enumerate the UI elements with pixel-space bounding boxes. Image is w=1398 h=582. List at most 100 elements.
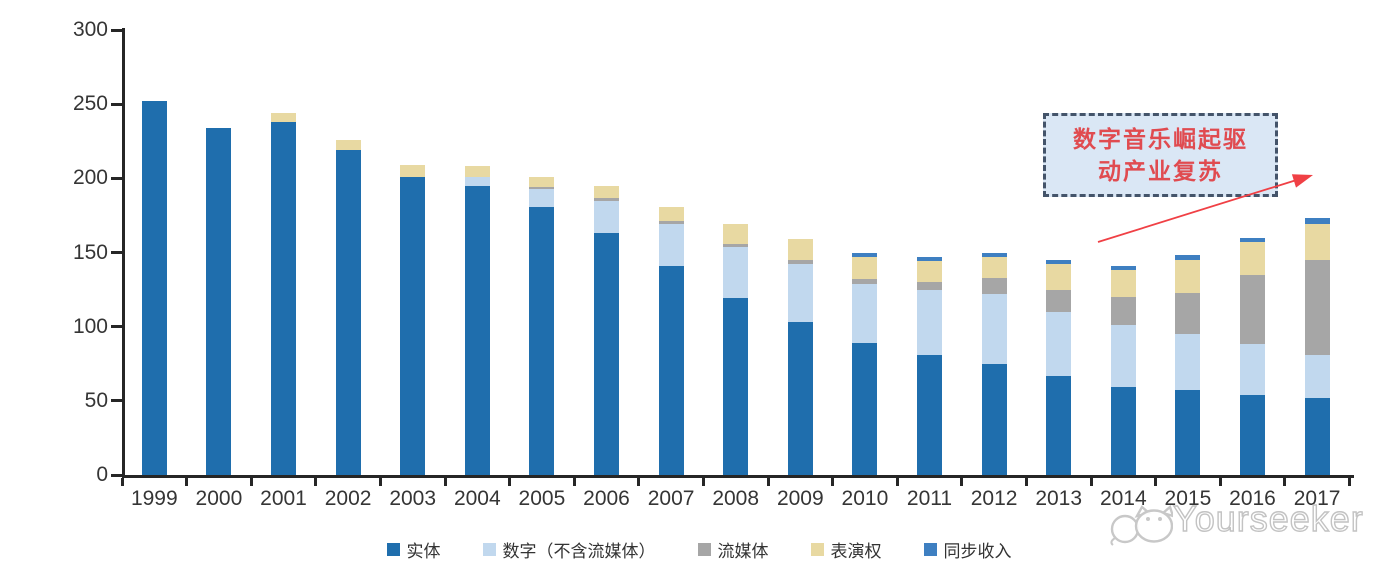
x-axis-label: 2001 bbox=[260, 487, 307, 510]
x-axis-tick bbox=[1154, 478, 1158, 486]
annotation-line-2: 动产业复苏 bbox=[1098, 158, 1223, 184]
bar-segment bbox=[787, 239, 813, 260]
bar-segment bbox=[1110, 387, 1136, 475]
x-axis-tick bbox=[831, 478, 835, 486]
bar-segment bbox=[723, 243, 749, 247]
x-axis-label: 2013 bbox=[1035, 487, 1083, 510]
x-axis-label: 2003 bbox=[389, 487, 437, 510]
bar-segment bbox=[917, 256, 942, 262]
watermark: Yourseeker bbox=[1095, 494, 1395, 549]
bar-segment bbox=[917, 289, 942, 355]
legend-swatch bbox=[810, 543, 824, 556]
bar-segment bbox=[335, 150, 361, 475]
x-axis-tick bbox=[895, 478, 899, 486]
bar-segment bbox=[1046, 264, 1072, 290]
bar-segment bbox=[852, 256, 878, 280]
bar-segment bbox=[464, 176, 490, 186]
bar-segment bbox=[787, 322, 813, 475]
bar-segment bbox=[1046, 259, 1072, 265]
bar-segment bbox=[1046, 375, 1072, 475]
x-axis-tick bbox=[443, 478, 447, 486]
bar-segment bbox=[723, 246, 749, 299]
x-axis-tick bbox=[766, 478, 770, 486]
bar-segment bbox=[981, 252, 1007, 257]
x-axis-tick bbox=[1283, 478, 1287, 486]
annotation-line-1: 数字音乐崛起驱 bbox=[1073, 126, 1248, 152]
y-axis-line bbox=[122, 28, 125, 478]
bar-segment bbox=[1046, 311, 1072, 376]
y-axis-label: 100 bbox=[72, 314, 108, 338]
bar-segment bbox=[141, 101, 167, 475]
x-axis-label: 2012 bbox=[970, 487, 1018, 510]
bar-segment bbox=[335, 139, 361, 151]
bar-segment bbox=[594, 197, 619, 201]
x-axis-label: 2015 bbox=[1164, 487, 1212, 510]
x-axis-tick bbox=[378, 478, 382, 486]
bar-segment bbox=[917, 282, 942, 290]
x-axis-tick bbox=[314, 478, 318, 486]
bar-segment bbox=[658, 221, 684, 225]
x-axis-label: 2009 bbox=[776, 487, 824, 510]
bar-segment bbox=[1304, 218, 1330, 225]
bar-segment bbox=[594, 185, 619, 198]
y-axis-label: 150 bbox=[72, 240, 108, 264]
legend-item: 同步收入 bbox=[923, 537, 1012, 562]
watermark-cat-logo-icon bbox=[1110, 504, 1173, 546]
x-axis-label: 2014 bbox=[1099, 487, 1147, 510]
bar-segment bbox=[1304, 354, 1330, 398]
legend-swatch bbox=[386, 543, 400, 556]
legend-label: 同步收入 bbox=[943, 542, 1012, 561]
x-axis-tick bbox=[185, 478, 189, 486]
x-axis-label: 2006 bbox=[583, 487, 630, 510]
x-axis-label: 2000 bbox=[195, 487, 243, 510]
y-axis-label: 50 bbox=[84, 388, 108, 412]
bar-segment bbox=[1240, 242, 1265, 275]
bar-segment bbox=[1110, 325, 1136, 388]
x-axis-tick bbox=[637, 478, 641, 486]
y-axis-label: 300 bbox=[72, 18, 108, 41]
y-axis-tick bbox=[111, 251, 122, 254]
x-axis-tick bbox=[508, 478, 512, 486]
y-axis-tick bbox=[111, 28, 122, 32]
x-axis-tick bbox=[1024, 478, 1028, 486]
bar-segment bbox=[271, 113, 296, 122]
bar-segment bbox=[852, 279, 878, 284]
y-axis-tick bbox=[111, 176, 122, 180]
bar-segment bbox=[400, 176, 426, 475]
legend-swatch bbox=[482, 543, 496, 556]
x-axis-label: 2017 bbox=[1293, 487, 1341, 510]
bar-segment bbox=[271, 121, 296, 475]
x-axis-label: 2016 bbox=[1229, 487, 1276, 510]
bar-segment bbox=[1304, 259, 1330, 355]
bar-segment bbox=[981, 277, 1007, 295]
watermark-text: Yourseeker bbox=[1172, 497, 1364, 539]
bar-segment bbox=[1240, 274, 1265, 345]
bar-segment bbox=[1304, 224, 1330, 260]
bar-segment bbox=[1110, 265, 1136, 271]
bar-segment bbox=[787, 259, 813, 265]
chart-legend: 实体 数字（不含流媒体） 流媒体 表演权 同步收入 bbox=[0, 537, 1398, 562]
legend-label: 流媒体 bbox=[717, 542, 769, 561]
bar-segment bbox=[529, 176, 555, 188]
bar-segment bbox=[206, 127, 232, 475]
bar-segment bbox=[1175, 390, 1201, 475]
bar-segment bbox=[464, 185, 490, 475]
bar-segment bbox=[529, 188, 555, 207]
x-axis-label: 1999 bbox=[130, 487, 178, 510]
bar-segment bbox=[1175, 255, 1201, 260]
x-axis-label: 2010 bbox=[841, 487, 889, 510]
bar-segment bbox=[1175, 259, 1201, 293]
bar-segment bbox=[1175, 334, 1201, 391]
x-axis-label: 2007 bbox=[647, 487, 695, 510]
x-axis-tick bbox=[701, 478, 705, 486]
x-axis-label: 2011 bbox=[906, 487, 953, 510]
bar-segment bbox=[1240, 394, 1265, 475]
x-axis-label: 2005 bbox=[518, 487, 566, 510]
bar-segment bbox=[917, 354, 942, 475]
x-axis-tick bbox=[1218, 478, 1222, 486]
legend-item: 数字（不含流媒体） bbox=[482, 537, 656, 562]
x-axis-tick bbox=[249, 478, 253, 486]
x-axis-label: 2002 bbox=[324, 487, 372, 510]
y-axis-label: 0 bbox=[96, 463, 108, 486]
bar-segment bbox=[1240, 344, 1265, 395]
